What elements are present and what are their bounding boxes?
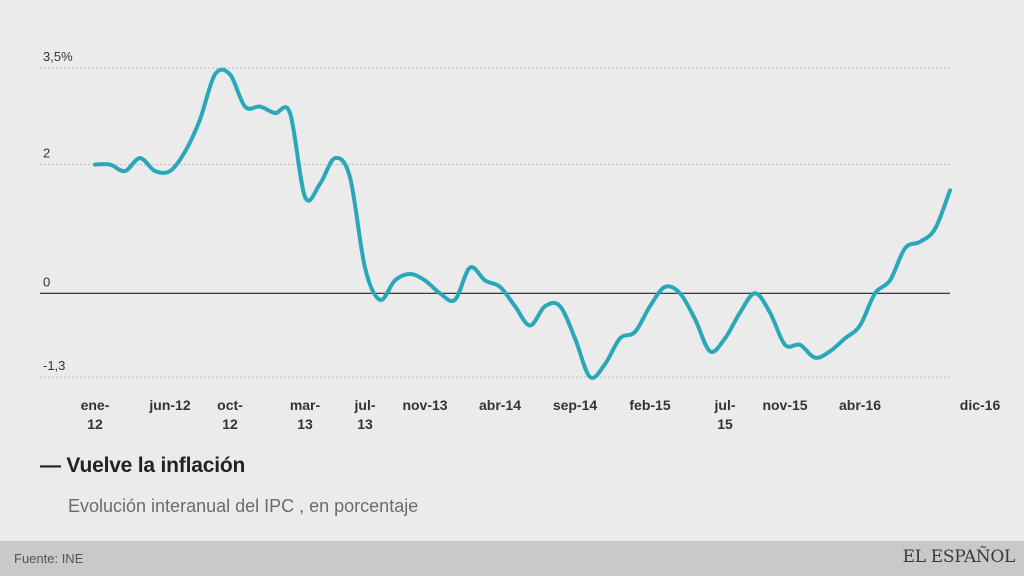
x-tick-label: jul-15 (714, 397, 736, 432)
brand-logo: EL ESPAÑOL (902, 547, 1016, 567)
chart-subtitle: Evolución interanual del IPC , en porcen… (68, 496, 419, 516)
footer-bar: Fuente: INE EL ESPAÑOL (0, 541, 1024, 576)
y-tick-label: 0 (43, 274, 50, 289)
chart-title: — Vuelve la inflación (40, 454, 246, 477)
x-tick-label: nov-15 (762, 397, 807, 413)
series-line-ipc (93, 67, 952, 380)
x-tick-label: oct-12 (217, 397, 243, 432)
x-tick-label: sep-14 (553, 397, 598, 413)
x-tick-label: nov-13 (402, 397, 447, 413)
x-tick-label: ene-12 (81, 397, 110, 432)
x-tick-label: jul-13 (354, 397, 376, 432)
x-tick-label: feb-15 (629, 397, 670, 413)
source-label: Fuente: INE (14, 551, 84, 566)
x-tick-label: mar-13 (290, 397, 321, 432)
x-tick-label: abr-16 (839, 397, 881, 413)
y-tick-label: -1,3 (43, 358, 65, 373)
x-axis-ticks: ene-12 jun-12 oct-12 mar-13 jul-13 nov-13 abr-… (81, 397, 1001, 432)
chart: 3,5% 2 0 -1,3 ene-12 jun-12 oct-12 mar-13 jul-1… (40, 49, 1001, 432)
x-tick-label: dic-16 (960, 397, 1001, 413)
y-tick-label: 2 (43, 146, 50, 161)
x-tick-label: jun-12 (148, 397, 190, 413)
x-tick-label: abr-14 (479, 397, 521, 413)
y-tick-label: 3,5% (43, 49, 73, 64)
grid (40, 67, 950, 378)
y-axis-ticks: 3,5% 2 0 -1,3 (43, 49, 73, 373)
